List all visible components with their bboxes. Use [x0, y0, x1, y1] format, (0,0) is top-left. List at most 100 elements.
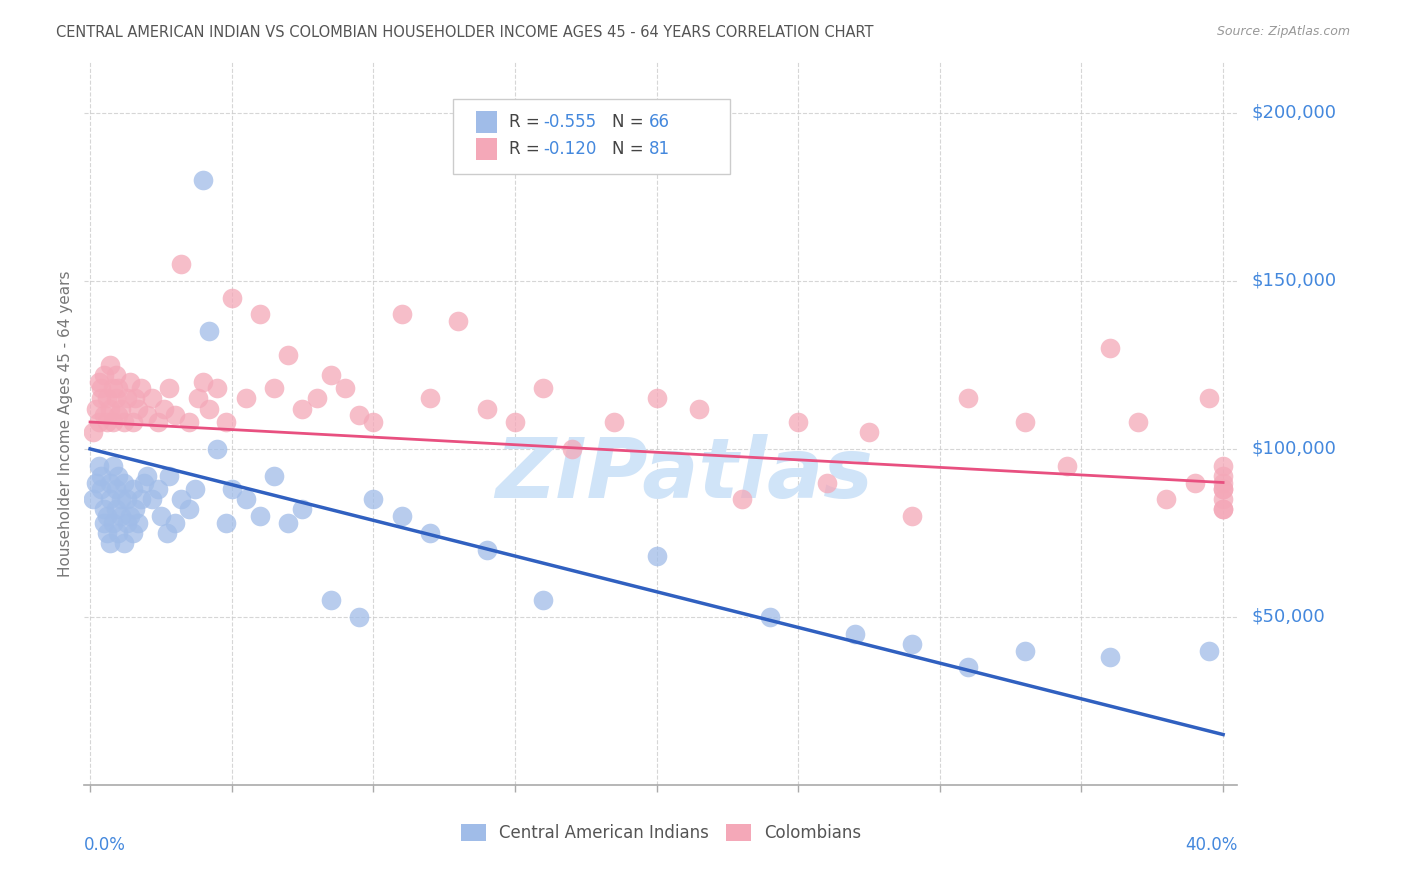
- Point: [1014, 643, 1036, 657]
- Text: $100,000: $100,000: [1251, 440, 1336, 458]
- Point: [1014, 415, 1036, 429]
- Point: [101, 381, 124, 395]
- Point: [96, 525, 118, 540]
- Point: [90, 468, 112, 483]
- Point: [127, 516, 149, 530]
- Point: [249, 509, 271, 524]
- Point: [101, 516, 124, 530]
- Point: [319, 593, 342, 607]
- Point: [82, 425, 104, 439]
- Point: [730, 492, 752, 507]
- Text: ZIPatlas: ZIPatlas: [495, 434, 873, 515]
- Point: [221, 291, 243, 305]
- Point: [157, 381, 180, 395]
- Point: [347, 409, 370, 423]
- Point: [215, 516, 238, 530]
- Point: [104, 482, 127, 496]
- Point: [193, 173, 215, 187]
- Point: [115, 516, 138, 530]
- Point: [93, 516, 115, 530]
- Text: -0.555: -0.555: [543, 112, 596, 131]
- Point: [759, 610, 782, 624]
- Point: [419, 392, 441, 406]
- Point: [152, 401, 174, 416]
- Text: N =: N =: [613, 112, 650, 131]
- Point: [187, 392, 209, 406]
- Text: CENTRAL AMERICAN INDIAN VS COLOMBIAN HOUSEHOLDER INCOME AGES 45 - 64 YEARS CORRE: CENTRAL AMERICAN INDIAN VS COLOMBIAN HOU…: [56, 25, 873, 40]
- Point: [277, 348, 299, 362]
- Point: [96, 392, 118, 406]
- Point: [96, 509, 118, 524]
- Point: [163, 516, 186, 530]
- Text: N =: N =: [613, 140, 650, 158]
- Point: [1212, 468, 1234, 483]
- Point: [1126, 415, 1149, 429]
- Point: [844, 626, 866, 640]
- Point: [249, 308, 271, 322]
- Point: [363, 492, 385, 507]
- Legend: Central American Indians, Colombians: Central American Indians, Colombians: [454, 817, 868, 849]
- Point: [129, 381, 152, 395]
- Point: [1098, 650, 1121, 665]
- Point: [447, 314, 470, 328]
- Point: [104, 368, 127, 382]
- Point: [475, 542, 498, 557]
- Point: [1156, 492, 1178, 507]
- Point: [115, 392, 138, 406]
- Point: [124, 392, 146, 406]
- Point: [98, 492, 121, 507]
- Point: [101, 415, 124, 429]
- Point: [215, 415, 238, 429]
- Point: [93, 502, 115, 516]
- Point: [121, 482, 143, 496]
- Point: [263, 381, 285, 395]
- Point: [84, 401, 107, 416]
- Point: [198, 324, 221, 338]
- Point: [391, 509, 413, 524]
- Point: [688, 401, 710, 416]
- Text: $50,000: $50,000: [1251, 608, 1324, 626]
- Point: [149, 509, 172, 524]
- Point: [107, 468, 129, 483]
- Point: [858, 425, 880, 439]
- Point: [118, 509, 141, 524]
- Point: [87, 415, 110, 429]
- Point: [98, 536, 121, 550]
- Point: [235, 392, 257, 406]
- Point: [957, 660, 980, 674]
- Point: [207, 442, 229, 456]
- Point: [957, 392, 980, 406]
- Point: [121, 415, 143, 429]
- FancyBboxPatch shape: [453, 99, 730, 175]
- FancyBboxPatch shape: [477, 111, 498, 133]
- Point: [419, 525, 441, 540]
- Point: [503, 415, 526, 429]
- Point: [1212, 492, 1234, 507]
- Point: [170, 492, 193, 507]
- Point: [112, 415, 135, 429]
- Point: [900, 637, 922, 651]
- Text: 81: 81: [650, 140, 671, 158]
- Point: [184, 482, 207, 496]
- Point: [93, 409, 115, 423]
- Point: [603, 415, 626, 429]
- Point: [121, 525, 143, 540]
- Point: [1212, 502, 1234, 516]
- Point: [179, 502, 201, 516]
- Point: [124, 502, 146, 516]
- Point: [93, 368, 115, 382]
- Point: [129, 492, 152, 507]
- Point: [107, 525, 129, 540]
- Point: [787, 415, 810, 429]
- Point: [107, 381, 129, 395]
- Point: [163, 409, 186, 423]
- Point: [87, 375, 110, 389]
- Point: [815, 475, 838, 490]
- Text: 0.0%: 0.0%: [84, 836, 127, 854]
- Point: [645, 392, 668, 406]
- Point: [84, 475, 107, 490]
- Point: [141, 392, 163, 406]
- Point: [291, 502, 314, 516]
- Y-axis label: Householder Income Ages 45 - 64 years: Householder Income Ages 45 - 64 years: [58, 270, 73, 577]
- Point: [98, 475, 121, 490]
